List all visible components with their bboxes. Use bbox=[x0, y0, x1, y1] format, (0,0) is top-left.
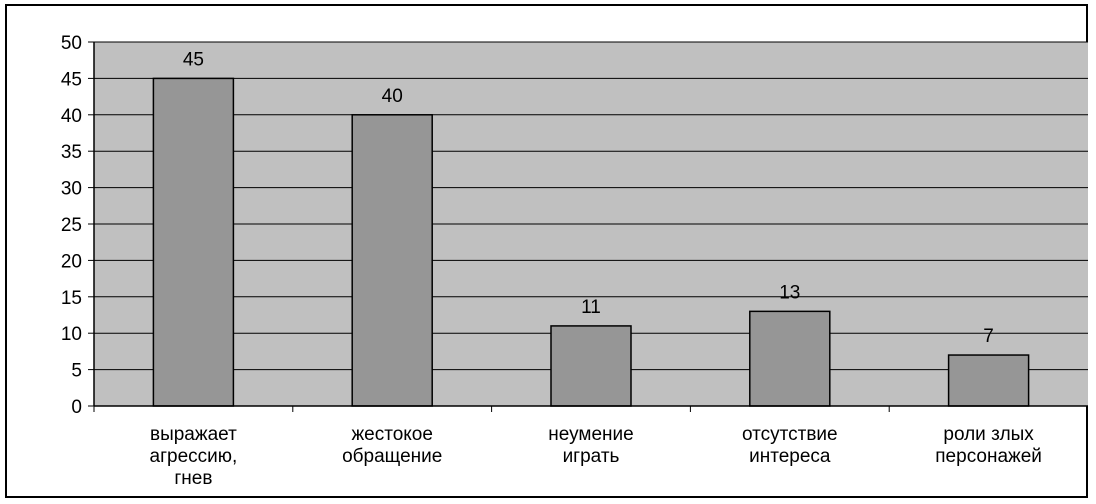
category-label: гнев bbox=[174, 468, 212, 489]
data-label-5: 7 bbox=[983, 326, 994, 347]
category-label: жестокое bbox=[351, 424, 433, 445]
bar-4 bbox=[749, 310, 831, 407]
y-tick-label: 30 bbox=[61, 179, 82, 200]
category-label: агрессию, bbox=[150, 446, 238, 467]
category-label: роли злых bbox=[943, 424, 1034, 445]
y-tick-label: 50 bbox=[61, 33, 82, 54]
category-label: играть bbox=[563, 446, 620, 467]
data-labels: 45 40 11 13 7 bbox=[183, 49, 994, 347]
y-tick-label: 20 bbox=[61, 251, 82, 272]
grid-lines bbox=[88, 41, 1088, 407]
bar-5 bbox=[947, 354, 1030, 407]
bar-1 bbox=[152, 77, 235, 407]
y-tick-label: 5 bbox=[71, 361, 82, 382]
bar-3 bbox=[550, 325, 632, 407]
axes bbox=[93, 42, 1088, 407]
category-label: обращение bbox=[342, 446, 442, 467]
data-label-2: 40 bbox=[382, 86, 403, 107]
category-label: неумение bbox=[548, 424, 633, 445]
y-tick-label: 40 bbox=[61, 106, 82, 127]
bars bbox=[93, 77, 1030, 412]
category-label: отсутствие bbox=[742, 424, 838, 445]
y-tick-label: 25 bbox=[61, 215, 82, 236]
data-label-3: 11 bbox=[581, 297, 601, 318]
category-label: персонажей bbox=[935, 446, 1042, 467]
data-label-4: 13 bbox=[779, 282, 800, 303]
y-tick-label: 45 bbox=[61, 69, 82, 90]
y-tick-label: 15 bbox=[61, 288, 82, 309]
data-label-1: 45 bbox=[183, 49, 204, 70]
y-tick-label: 10 bbox=[61, 324, 82, 345]
category-label: интереса bbox=[749, 446, 831, 467]
y-tick-label: 0 bbox=[71, 397, 82, 418]
y-tick-label: 35 bbox=[61, 142, 82, 163]
category-label: выражает bbox=[150, 424, 237, 445]
y-tick-labels: 0 5 10 15 20 25 30 35 40 45 50 bbox=[61, 33, 82, 418]
bar-2 bbox=[351, 114, 433, 407]
